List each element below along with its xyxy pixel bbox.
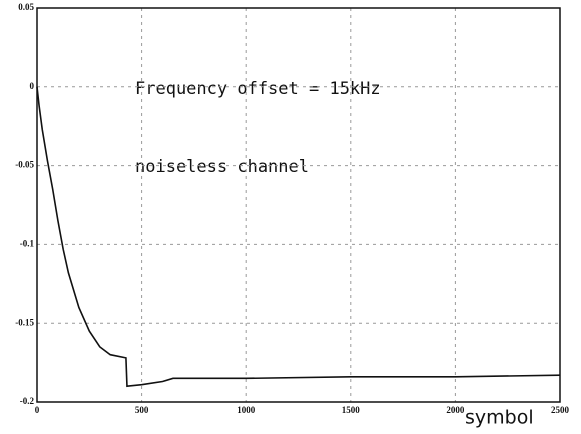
x-tick-label: 500 bbox=[135, 405, 149, 415]
y-tick-label: 0 bbox=[30, 81, 35, 91]
x-tick-label: 1500 bbox=[342, 405, 361, 415]
x-tick-label: 1000 bbox=[237, 405, 256, 415]
y-tick-label: -0.2 bbox=[20, 396, 35, 406]
plot-frame bbox=[36, 7, 561, 403]
x-tick-label: 2500 bbox=[551, 405, 570, 415]
y-tick-label: -0.1 bbox=[20, 238, 35, 248]
y-tick-label: -0.15 bbox=[15, 317, 34, 327]
data-line bbox=[36, 86, 561, 388]
x-axis-label: symbol bbox=[465, 407, 534, 429]
annotation: Frequency offset = 15kHz bbox=[135, 79, 381, 99]
y-tick-label: 0.05 bbox=[18, 2, 34, 12]
x-tick-label: 2000 bbox=[446, 405, 465, 415]
y-tick-label: -0.05 bbox=[15, 160, 34, 170]
annotation: noiseless channel bbox=[135, 157, 309, 177]
x-tick-label: 0 bbox=[35, 405, 40, 415]
